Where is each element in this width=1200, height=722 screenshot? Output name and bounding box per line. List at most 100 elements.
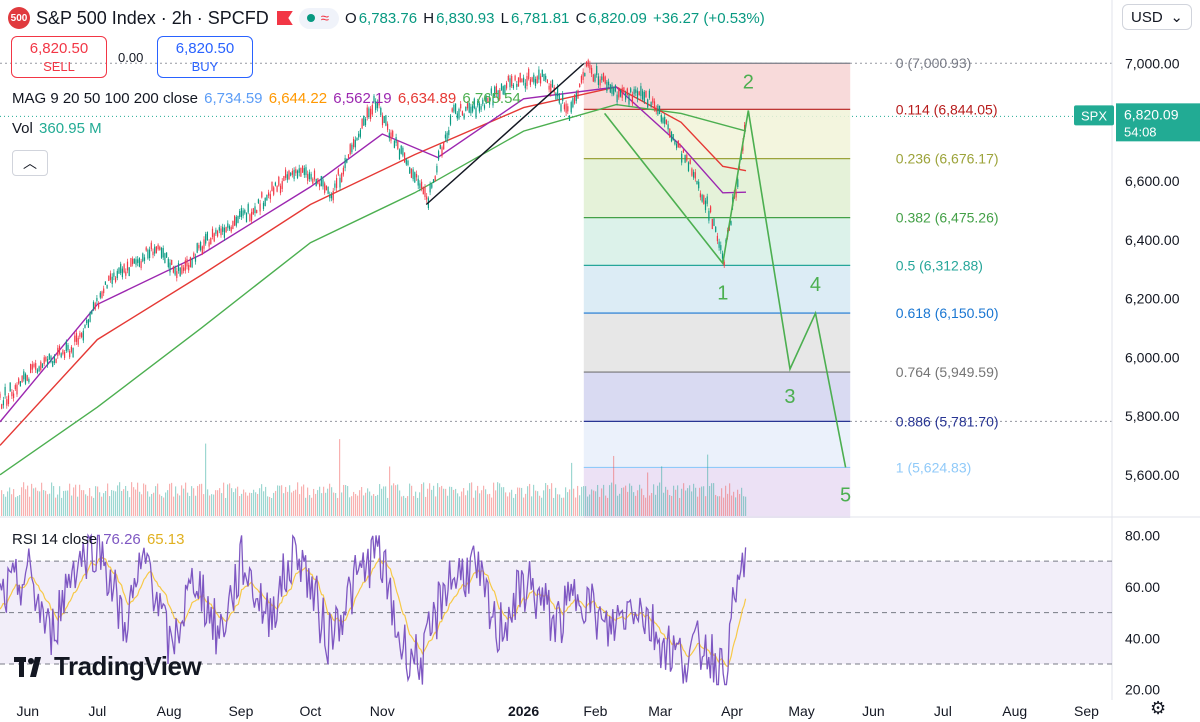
buy-button[interactable]: 6,820.50 BUY xyxy=(157,36,253,78)
price-tick-label: 6,000.00 xyxy=(1125,349,1180,365)
volume-legend[interactable]: Vol 360.95 M xyxy=(12,120,104,137)
candle-body xyxy=(47,359,49,365)
candle-body xyxy=(560,104,562,112)
symbol-title[interactable]: S&P 500 Index · 2h · SPCFD xyxy=(36,7,269,28)
candle-body xyxy=(458,108,460,119)
volume-bar xyxy=(209,495,211,516)
sell-button[interactable]: 6,820.50 SELL xyxy=(11,36,107,78)
candle-body xyxy=(563,104,565,110)
candle-body xyxy=(307,174,309,181)
candle-body xyxy=(82,330,84,341)
candle-body xyxy=(562,93,564,101)
volume-bar xyxy=(723,497,725,516)
candle-body xyxy=(417,178,419,186)
volume-bar xyxy=(151,493,153,516)
volume-bar xyxy=(97,486,99,516)
candle-body xyxy=(653,101,656,109)
volume-bar xyxy=(459,496,461,516)
candle-body xyxy=(558,94,560,104)
volume-bar xyxy=(473,497,475,516)
volume-bar xyxy=(297,482,299,516)
volume-bar xyxy=(613,455,615,516)
candle-body xyxy=(665,119,667,125)
wave-label-3: 3 xyxy=(784,386,795,408)
volume-bar xyxy=(611,482,613,516)
volume-bar xyxy=(161,495,163,516)
price-axis[interactable]: 7,000.006,800.006,600.006,400.006,200.00… xyxy=(0,0,1200,700)
market-status-pill[interactable]: ≈ xyxy=(298,7,340,29)
volume-bar xyxy=(585,486,587,516)
volume-bar xyxy=(443,488,445,516)
candle-body xyxy=(193,253,195,257)
candle-body xyxy=(400,145,402,154)
candle-body xyxy=(494,86,496,97)
candle-body xyxy=(120,263,122,274)
ma-legend[interactable]: MAG 9 20 50 100 200 close 6,734.59 6,644… xyxy=(12,90,523,107)
volume-bar xyxy=(121,490,123,516)
current-price-value: 6,820.09 xyxy=(1124,106,1179,122)
volume-bar xyxy=(521,487,523,516)
buy-label: BUY xyxy=(191,59,219,74)
currency-select[interactable]: USD ⌄ xyxy=(1122,4,1192,30)
gear-icon[interactable]: ⚙ xyxy=(1150,698,1167,718)
flag-icon[interactable] xyxy=(276,11,293,25)
candle-body xyxy=(409,167,411,174)
candle-body xyxy=(33,363,35,367)
candle-body xyxy=(296,170,299,179)
high-value: 6,830.93 xyxy=(436,9,495,27)
time-axis[interactable]: Jun Jul Aug Sep Oct Nov 2026 Feb Mar Apr May Jun Jul… xyxy=(17,703,1100,719)
candle-body xyxy=(636,90,639,100)
candle-body xyxy=(35,363,37,370)
volume-bar xyxy=(281,485,283,516)
candle-body xyxy=(657,105,659,115)
collapse-legend-button[interactable]: ︿ xyxy=(12,150,48,176)
candle-body xyxy=(167,258,169,268)
volume-bar xyxy=(727,493,729,516)
candle-body xyxy=(285,169,287,178)
current-price-tag xyxy=(1116,103,1200,142)
price-tick-label: 5,600.00 xyxy=(1125,467,1180,483)
volume-bar xyxy=(689,485,691,516)
candle-body xyxy=(473,98,475,109)
candle-body xyxy=(441,147,443,157)
low-label: L xyxy=(500,9,509,27)
volume-bar xyxy=(623,487,625,516)
volume-bar xyxy=(105,490,107,516)
candle-body xyxy=(115,277,117,282)
candle-body xyxy=(346,158,348,163)
volume-bar xyxy=(367,488,369,516)
candle-body xyxy=(281,181,283,189)
volume-bar xyxy=(539,495,541,516)
fibonacci-retracement[interactable]: 0 (7,000.93) 0.114 (6,844.05) 0.236 (6,676… xyxy=(583,55,999,518)
drawings[interactable]: 1 2 3 4 5 xyxy=(425,62,851,507)
rsi-legend[interactable]: RSI 14 close 76.26 65.13 xyxy=(12,531,186,548)
candle-body xyxy=(652,98,654,103)
candle-body xyxy=(310,173,312,180)
ma-value-100: 6,634.89 xyxy=(397,90,457,107)
candle-body xyxy=(451,108,453,112)
candle-body xyxy=(261,192,263,198)
candle-body xyxy=(517,77,520,87)
volume-bar xyxy=(301,486,303,516)
candle-body xyxy=(670,131,673,142)
volume-bar xyxy=(715,494,717,516)
volume-bar xyxy=(725,485,727,516)
rsi-label: RSI 14 close xyxy=(12,531,98,548)
volume-bar xyxy=(729,483,731,516)
candle-body xyxy=(298,168,300,173)
volume-bar xyxy=(507,496,509,516)
candle-body xyxy=(65,341,67,352)
candle-body xyxy=(196,243,198,253)
candle-body xyxy=(325,185,327,191)
volume-bar xyxy=(503,487,505,516)
candle-body xyxy=(438,151,440,160)
candle-body xyxy=(283,176,285,182)
volume-bar xyxy=(159,494,161,516)
volume-bar xyxy=(29,496,31,516)
candle-body xyxy=(234,215,236,226)
time-tick-label: Jun xyxy=(17,703,40,719)
candle-body xyxy=(388,132,390,139)
candle-body xyxy=(9,382,11,392)
fib-zone-0.382 xyxy=(583,217,851,266)
